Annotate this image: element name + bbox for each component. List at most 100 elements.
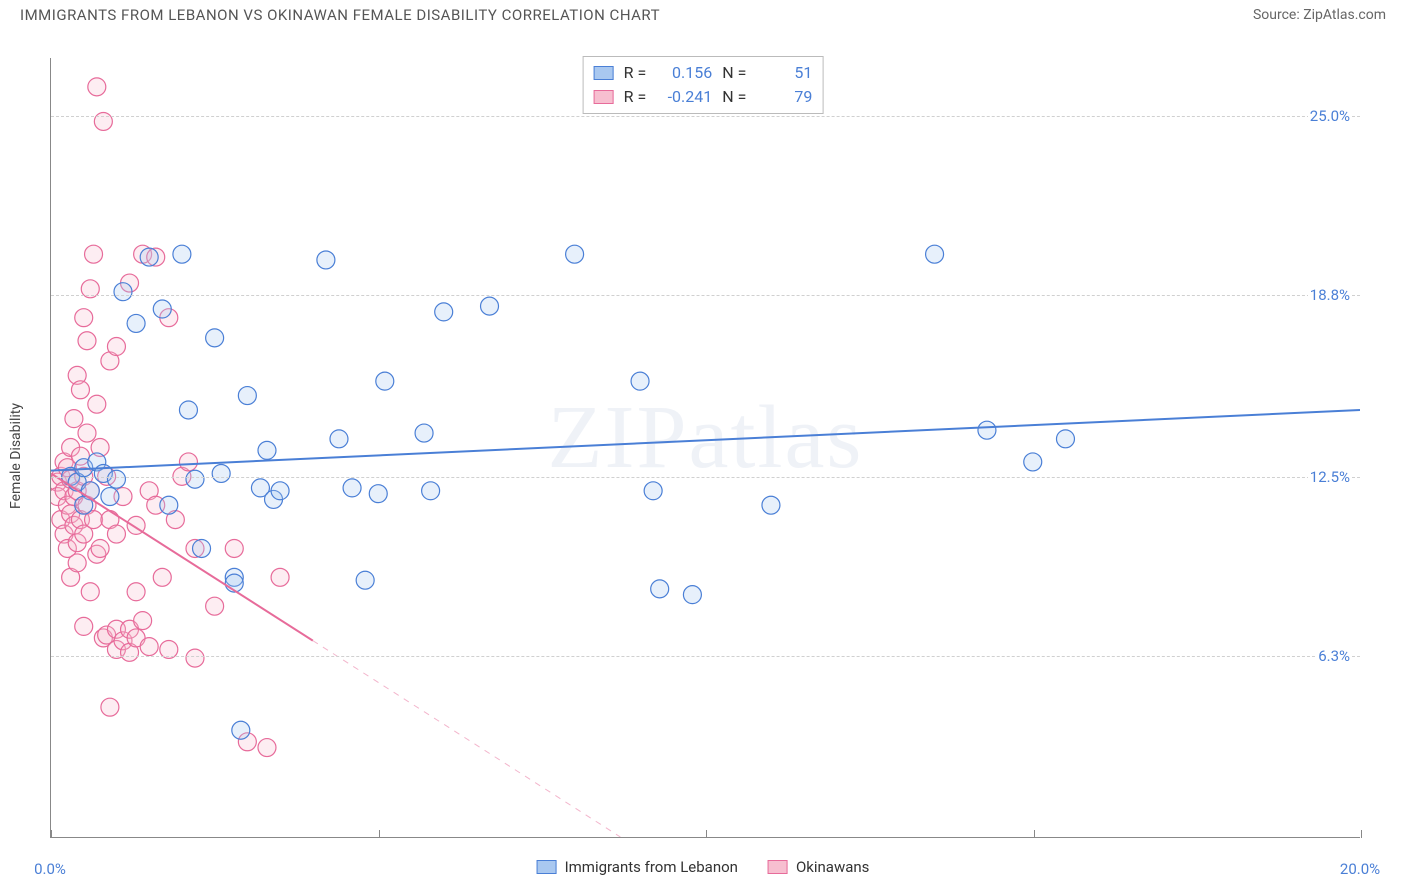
legend-item-okinawan: Okinawans	[768, 858, 869, 876]
scatter-point-lebanon	[481, 297, 499, 315]
scatter-point-lebanon	[683, 586, 701, 604]
n-value-lebanon: 51	[756, 61, 812, 85]
svg-layer	[51, 58, 1360, 837]
r-value-lebanon: 0.156	[656, 61, 712, 85]
n-label: N =	[722, 61, 746, 85]
scatter-point-lebanon	[1056, 430, 1074, 448]
legend-label-lebanon: Immigrants from Lebanon	[565, 858, 738, 876]
scatter-point-lebanon	[212, 464, 230, 482]
scatter-point-okinawan	[153, 568, 171, 586]
scatter-point-lebanon	[193, 539, 211, 557]
scatter-point-okinawan	[101, 698, 119, 716]
x-tick-label: 20.0%	[1340, 860, 1380, 878]
y-tick-label: 25.0%	[1308, 107, 1352, 125]
scatter-point-lebanon	[107, 470, 125, 488]
scatter-point-lebanon	[978, 421, 996, 439]
trend-line-dashed-okinawan	[313, 641, 621, 837]
legend-label-okinawan: Okinawans	[796, 858, 869, 876]
chart-source: Source: ZipAtlas.com	[1253, 7, 1386, 23]
scatter-point-lebanon	[566, 245, 584, 263]
scatter-point-lebanon	[179, 401, 197, 419]
scatter-point-okinawan	[225, 539, 243, 557]
x-tick-mark	[51, 830, 52, 838]
scatter-point-lebanon	[206, 329, 224, 347]
gridline	[51, 477, 1360, 478]
scatter-point-lebanon	[258, 441, 276, 459]
legend-series: Immigrants from Lebanon Okinawans	[537, 858, 870, 876]
scatter-point-okinawan	[271, 568, 289, 586]
legend-item-lebanon: Immigrants from Lebanon	[537, 858, 738, 876]
scatter-point-okinawan	[75, 617, 93, 635]
scatter-point-lebanon	[317, 251, 335, 269]
x-tick-label: 0.0%	[34, 860, 66, 878]
legend-stats-row-okinawan: R = -0.241 N = 79	[594, 85, 813, 109]
scatter-point-lebanon	[271, 482, 289, 500]
scatter-point-okinawan	[65, 410, 83, 428]
y-tick-label: 12.5%	[1308, 468, 1352, 486]
scatter-point-lebanon	[631, 372, 649, 390]
scatter-point-lebanon	[173, 245, 191, 263]
scatter-point-okinawan	[88, 395, 106, 413]
y-tick-label: 6.3%	[1316, 647, 1352, 665]
legend-swatch-lebanon	[537, 860, 557, 874]
scatter-point-lebanon	[376, 372, 394, 390]
scatter-point-lebanon	[369, 485, 387, 503]
scatter-point-okinawan	[75, 309, 93, 327]
scatter-point-lebanon	[435, 303, 453, 321]
chart-title: IMMIGRANTS FROM LEBANON VS OKINAWAN FEMA…	[20, 6, 660, 24]
legend-stats: R = 0.156 N = 51 R = -0.241 N = 79	[583, 56, 824, 114]
scatter-point-lebanon	[140, 248, 158, 266]
scatter-point-lebanon	[186, 470, 204, 488]
n-label: N =	[722, 85, 746, 109]
x-tick-mark	[706, 830, 707, 838]
scatter-point-okinawan	[179, 453, 197, 471]
legend-swatch-okinawan	[594, 90, 614, 104]
chart-container: Female Disability ZIPatlas 6.3%12.5%18.8…	[0, 28, 1406, 884]
x-tick-mark	[1361, 830, 1362, 838]
r-label: R =	[624, 61, 647, 85]
scatter-point-okinawan	[81, 583, 99, 601]
scatter-point-okinawan	[71, 381, 89, 399]
scatter-point-okinawan	[85, 245, 103, 263]
scatter-point-lebanon	[101, 488, 119, 506]
x-tick-mark	[1034, 830, 1035, 838]
y-axis-label: Female Disability	[8, 403, 24, 509]
scatter-point-lebanon	[238, 387, 256, 405]
scatter-point-lebanon	[651, 580, 669, 598]
scatter-point-lebanon	[644, 482, 662, 500]
scatter-point-lebanon	[422, 482, 440, 500]
y-tick-label: 18.8%	[1308, 286, 1352, 304]
scatter-point-okinawan	[107, 338, 125, 356]
r-value-okinawan: -0.241	[656, 85, 712, 109]
scatter-point-okinawan	[134, 612, 152, 630]
scatter-point-okinawan	[140, 638, 158, 656]
scatter-point-okinawan	[127, 583, 145, 601]
scatter-point-lebanon	[232, 721, 250, 739]
scatter-point-okinawan	[88, 78, 106, 96]
scatter-point-lebanon	[127, 314, 145, 332]
source-link[interactable]: ZipAtlas.com	[1303, 7, 1386, 23]
scatter-point-okinawan	[206, 597, 224, 615]
gridline	[51, 116, 1360, 117]
x-tick-mark	[379, 830, 380, 838]
scatter-point-okinawan	[107, 525, 125, 543]
scatter-point-okinawan	[91, 539, 109, 557]
legend-swatch-okinawan	[768, 860, 788, 874]
scatter-point-lebanon	[114, 283, 132, 301]
scatter-point-okinawan	[78, 424, 96, 442]
trend-line-lebanon	[51, 410, 1360, 471]
plot-area: ZIPatlas 6.3%12.5%18.8%25.0%	[50, 58, 1360, 838]
chart-header: IMMIGRANTS FROM LEBANON VS OKINAWAN FEMA…	[0, 0, 1406, 28]
legend-swatch-lebanon	[594, 66, 614, 80]
scatter-point-lebanon	[415, 424, 433, 442]
scatter-point-lebanon	[356, 571, 374, 589]
scatter-point-okinawan	[186, 649, 204, 667]
scatter-point-lebanon	[160, 496, 178, 514]
n-value-okinawan: 79	[756, 85, 812, 109]
r-label: R =	[624, 85, 647, 109]
scatter-point-okinawan	[258, 739, 276, 757]
scatter-point-lebanon	[153, 300, 171, 318]
gridline	[51, 656, 1360, 657]
scatter-point-lebanon	[1024, 453, 1042, 471]
scatter-point-okinawan	[68, 554, 86, 572]
